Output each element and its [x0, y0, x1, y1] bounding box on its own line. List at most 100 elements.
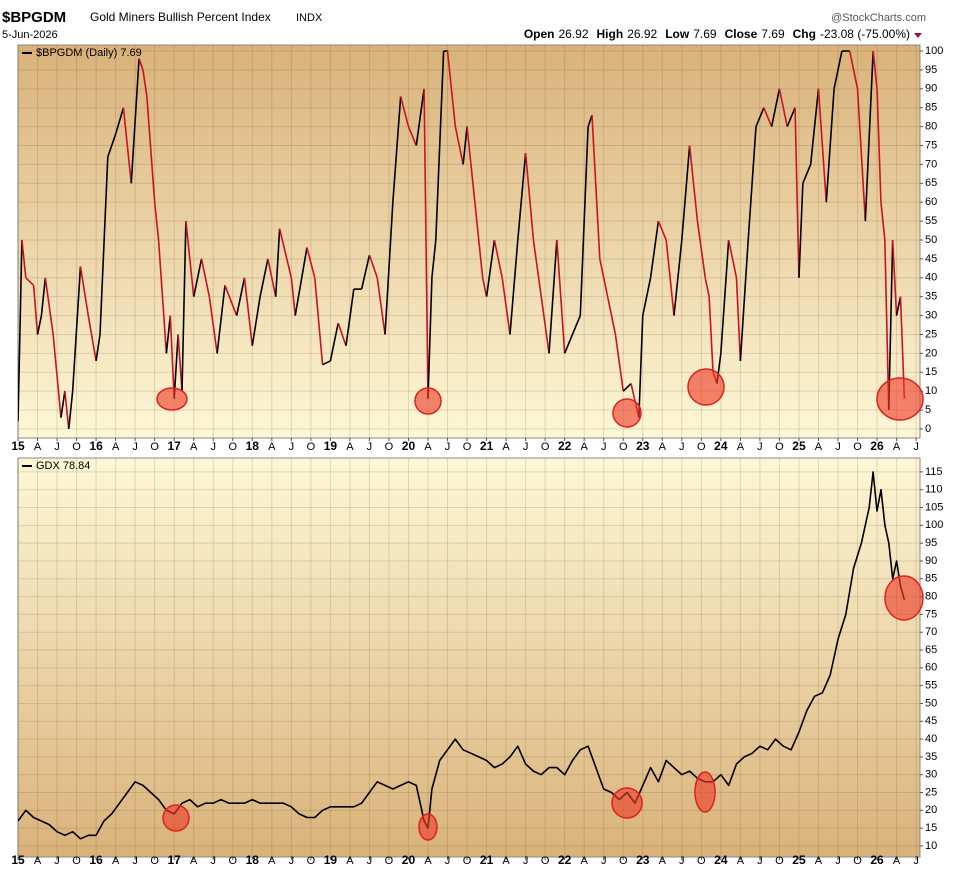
x-tick-label: O	[150, 441, 159, 453]
line-segment	[44, 277, 54, 335]
x-tick-label: O	[697, 855, 706, 867]
line-segment	[345, 289, 355, 346]
line-segment	[763, 107, 773, 127]
line-segment	[599, 258, 609, 297]
x-tick-label: 23	[636, 439, 650, 453]
quote-value: 26.92	[627, 27, 657, 41]
y-tick-label: 25	[925, 786, 937, 798]
y-tick-label: 90	[925, 83, 937, 95]
x-tick-label: O	[619, 441, 628, 453]
line-segment	[36, 315, 43, 335]
quote: Open 26.92 High 26.92 Low 7.69 Close 7.69 Chg -23…	[524, 27, 910, 41]
line-segment	[243, 277, 254, 346]
date: 5-Jun-2026	[2, 29, 58, 41]
line-segment	[462, 126, 468, 165]
x-tick-label: A	[581, 855, 589, 867]
x-tick-label: O	[385, 441, 394, 453]
y-tick-label: 85	[925, 102, 937, 114]
x-tick-label: 20	[402, 853, 416, 867]
y-tick-label: 80	[925, 121, 937, 133]
y-tick-label: 70	[925, 158, 937, 170]
line-segment	[809, 88, 820, 165]
line-segment	[638, 315, 644, 418]
line-segment	[778, 88, 789, 127]
series-group	[18, 50, 906, 430]
x-tick-label: J	[913, 855, 919, 867]
x-tick-label: J	[132, 855, 138, 867]
y-tick-label: 30	[925, 309, 937, 321]
line-segment	[747, 126, 757, 241]
y-tick-label: 95	[925, 64, 937, 76]
line-segment	[64, 391, 70, 430]
line-segment	[622, 383, 632, 392]
y-tick-label: 30	[925, 769, 937, 781]
line-segment	[337, 322, 347, 347]
panel-background	[17, 457, 921, 858]
x-tick-label: A	[815, 855, 823, 867]
x-tick-label: A	[112, 441, 120, 453]
x-tick-label: J	[757, 855, 763, 867]
quote-value: 7.69	[693, 27, 717, 41]
x-tick-label: A	[190, 441, 198, 453]
line-segment	[524, 153, 535, 241]
line-segment	[817, 88, 828, 203]
y-tick-label: 10	[925, 385, 937, 397]
line-segment	[591, 115, 601, 259]
line-segment	[876, 88, 882, 203]
x-tick-label: J	[679, 855, 685, 867]
x-tick-label: J	[679, 441, 685, 453]
x-tick-label: J	[601, 855, 607, 867]
line-segment	[571, 315, 582, 335]
x-tick-label: O	[619, 855, 628, 867]
line-segment	[71, 266, 82, 392]
line-segment	[532, 239, 543, 297]
line-segment	[435, 51, 445, 241]
x-tick-label: 24	[714, 439, 728, 453]
x-tick-label: A	[424, 855, 432, 867]
line-segment	[755, 107, 765, 127]
line-segment	[25, 277, 35, 286]
line-segment	[641, 277, 652, 316]
line-segment	[833, 50, 843, 89]
x-tick-label: A	[424, 441, 432, 453]
line-segment	[720, 239, 730, 354]
x-tick-label: 26	[870, 439, 884, 453]
x-tick-label: 16	[89, 439, 103, 453]
x-tick-label: A	[112, 855, 120, 867]
line-segment	[107, 133, 117, 158]
y-tick-label: 65	[925, 644, 937, 656]
line-segment	[114, 107, 125, 135]
line-segment	[708, 296, 714, 373]
x-tick-label: J	[913, 441, 919, 453]
x-tick-label: 22	[558, 439, 572, 453]
line-segment	[798, 183, 804, 278]
highlight	[414, 387, 442, 415]
line-segment	[579, 126, 589, 316]
x-tick-label: J	[523, 855, 529, 867]
y-tick-label: 55	[925, 215, 937, 227]
highlight	[418, 813, 438, 841]
highlight	[611, 787, 643, 819]
line-segment	[157, 239, 168, 354]
index-name: Gold Miners Bullish Percent Index	[90, 10, 271, 24]
line-segment	[802, 164, 812, 184]
x-tick-label: O	[72, 855, 81, 867]
x-tick-label: 22	[558, 853, 572, 867]
quote-value: -23.08 (-75.00%)	[820, 27, 910, 41]
line-segment	[95, 334, 101, 362]
line-segment	[735, 277, 742, 361]
y-tick-label: 50	[925, 234, 937, 246]
line-segment	[40, 277, 47, 316]
x-tick-label: A	[346, 855, 354, 867]
line-segment	[329, 322, 339, 362]
x-tick-label: J	[54, 441, 60, 453]
x-tick-label: 25	[792, 853, 806, 867]
x-tick-label: A	[737, 855, 745, 867]
quote-label: Chg	[793, 27, 816, 41]
legend-label: GDX 78.84	[36, 460, 90, 472]
y-tick-label: 85	[925, 573, 937, 585]
x-tick-label: A	[737, 441, 745, 453]
line-segment	[130, 58, 140, 184]
y-tick-label: 80	[925, 590, 937, 602]
